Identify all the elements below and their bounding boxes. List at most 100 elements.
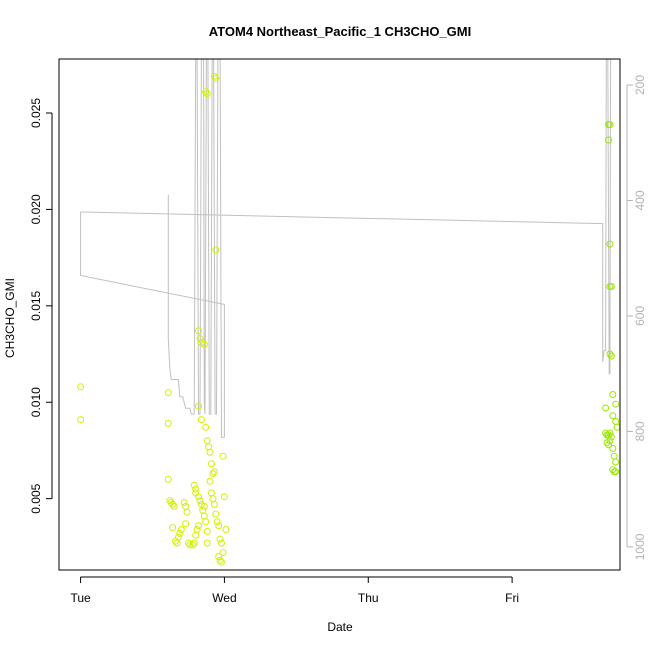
data-point xyxy=(212,74,220,82)
data-point xyxy=(197,416,205,424)
data-point xyxy=(219,549,227,557)
data-point xyxy=(222,526,230,533)
y2-tick-label: 200 xyxy=(633,75,647,95)
data-point xyxy=(174,533,182,541)
data-point xyxy=(216,535,224,543)
data-point xyxy=(219,452,227,460)
data-point xyxy=(200,340,208,348)
data-point xyxy=(169,524,177,532)
data-point xyxy=(206,477,214,485)
data-point xyxy=(199,506,207,514)
data-point xyxy=(210,72,218,80)
data-point xyxy=(183,508,191,516)
data-point xyxy=(210,500,218,508)
data-point xyxy=(209,495,217,503)
data-point xyxy=(182,520,190,528)
data-point xyxy=(203,90,211,98)
data-point xyxy=(176,529,184,537)
data-point xyxy=(77,416,85,424)
x-tick-label: Fri xyxy=(505,591,519,605)
data-point xyxy=(208,460,215,468)
y2-tick-label: 800 xyxy=(633,421,647,441)
data-point xyxy=(607,352,615,360)
data-point xyxy=(196,497,204,505)
data-point xyxy=(200,512,208,520)
data-point xyxy=(164,389,172,397)
y-tick-label: 0.025 xyxy=(29,98,43,128)
data-point xyxy=(205,443,213,451)
data-point xyxy=(202,423,210,431)
pressure-lines xyxy=(80,59,612,438)
data-points xyxy=(77,72,621,566)
data-point xyxy=(208,489,215,497)
y-tick-label: 0.005 xyxy=(29,483,43,513)
plot-frame xyxy=(58,58,621,571)
data-point xyxy=(613,423,621,431)
data-point xyxy=(605,136,612,144)
data-point xyxy=(203,437,211,445)
data-point xyxy=(190,481,198,489)
data-point xyxy=(203,527,211,535)
data-point xyxy=(203,539,211,547)
data-point xyxy=(218,558,225,566)
data-point xyxy=(200,502,208,510)
x-tick-label: Tue xyxy=(70,591,91,605)
data-point xyxy=(213,518,221,526)
data-point xyxy=(612,468,620,476)
data-point xyxy=(212,510,220,518)
data-point xyxy=(215,522,223,530)
data-point xyxy=(606,429,614,437)
data-point xyxy=(195,327,202,335)
data-point xyxy=(192,531,200,539)
data-point xyxy=(606,437,614,445)
x-tick-label: Wed xyxy=(212,591,236,605)
x-tick-label: Thu xyxy=(358,591,379,605)
data-point xyxy=(182,502,190,510)
data-point xyxy=(605,441,612,449)
data-point xyxy=(612,458,620,466)
data-point xyxy=(202,518,210,526)
data-point xyxy=(612,418,620,425)
data-point xyxy=(216,556,224,564)
data-point xyxy=(610,452,618,460)
data-point xyxy=(202,88,210,96)
data-point xyxy=(215,553,223,560)
data-point xyxy=(193,526,201,533)
y2-tick-label: 400 xyxy=(633,190,647,210)
data-point xyxy=(606,240,614,248)
axes: Tue Wed Thu Fri 0.005 0.010 0.015 0.020 0.025 200… xyxy=(29,75,647,605)
data-point xyxy=(606,350,614,358)
data-point xyxy=(210,468,218,476)
data-point xyxy=(212,246,220,254)
data-point xyxy=(77,383,85,391)
data-point xyxy=(195,402,202,410)
data-point xyxy=(609,412,617,420)
y-tick-label: 0.020 xyxy=(29,194,43,224)
data-point xyxy=(164,475,172,483)
data-point xyxy=(186,541,194,549)
data-point xyxy=(196,335,204,343)
x-axis-label: Date xyxy=(327,620,353,634)
pressure-line-0 xyxy=(80,59,225,438)
data-point xyxy=(607,283,615,290)
data-point xyxy=(606,121,614,129)
data-point xyxy=(180,499,188,506)
y2-tick-label: 600 xyxy=(633,306,647,326)
data-point xyxy=(609,445,617,452)
data-point xyxy=(602,404,610,412)
data-point xyxy=(607,433,615,441)
data-point xyxy=(190,539,198,547)
data-point xyxy=(192,485,200,493)
data-point xyxy=(189,541,197,549)
data-point xyxy=(220,493,228,501)
data-point xyxy=(169,500,177,508)
chart-title: ATOM4 Northeast_Pacific_1 CH3CHO_GMI xyxy=(209,24,471,39)
data-point xyxy=(218,539,225,547)
data-point xyxy=(195,493,202,501)
y-axis-label: CH3CHO_GMI xyxy=(3,278,17,358)
pressure-line-1 xyxy=(80,59,612,375)
data-point xyxy=(612,400,620,408)
y2-tick-label: 1000 xyxy=(633,533,647,560)
data-point xyxy=(206,448,214,456)
